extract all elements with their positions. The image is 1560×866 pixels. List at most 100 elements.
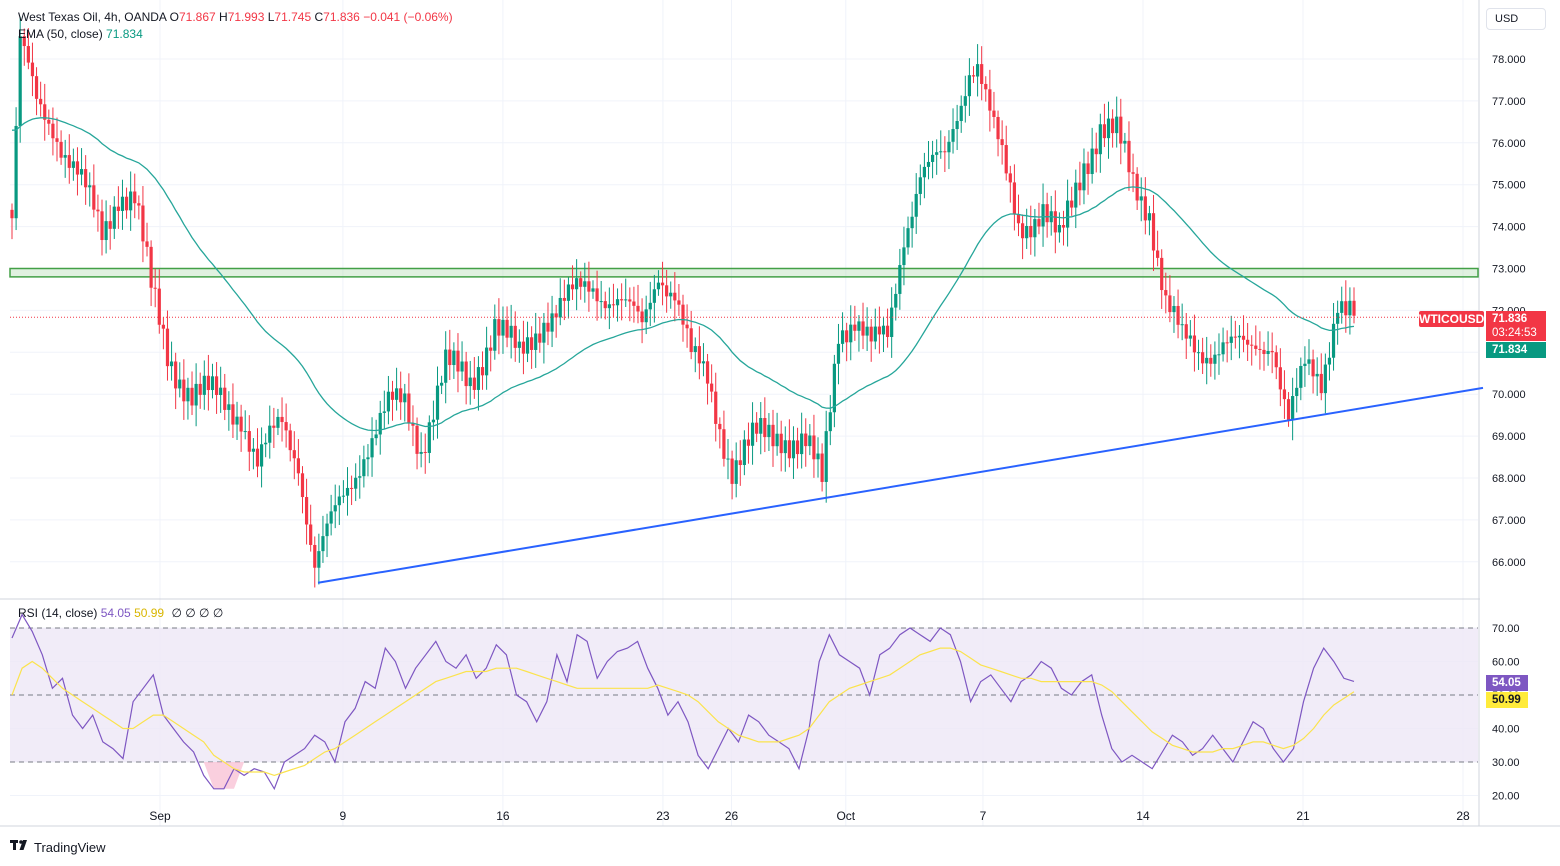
candle-body bbox=[1000, 139, 1004, 146]
candle-body bbox=[1319, 373, 1323, 394]
candle-body bbox=[1213, 354, 1217, 364]
candle-body bbox=[513, 325, 517, 348]
time-tick-label: 21 bbox=[1296, 809, 1310, 823]
candle-body bbox=[718, 423, 722, 430]
candle-body bbox=[795, 440, 800, 455]
candle-body bbox=[153, 287, 157, 289]
candle-body bbox=[1241, 335, 1246, 340]
candle-body bbox=[734, 460, 738, 484]
candle-body bbox=[333, 505, 337, 512]
candle-body bbox=[1070, 200, 1074, 208]
candle-body bbox=[738, 460, 742, 466]
change-value: −0.041 (−0.06%) bbox=[363, 10, 453, 24]
candle-body bbox=[1025, 225, 1029, 239]
candle-body bbox=[804, 433, 808, 447]
rsi-tick-label: 60.00 bbox=[1492, 657, 1520, 669]
candle-body bbox=[345, 487, 350, 496]
candle-body bbox=[468, 377, 472, 387]
price-tick-label: 69.000 bbox=[1492, 431, 1526, 443]
candle-body bbox=[448, 349, 452, 366]
candle-body bbox=[362, 459, 366, 477]
candle-body bbox=[705, 361, 710, 384]
candle-body bbox=[435, 385, 440, 420]
ema-value: 71.834 bbox=[106, 27, 143, 41]
candle-body bbox=[632, 301, 636, 306]
candle-body bbox=[472, 377, 476, 390]
open-value: 71.867 bbox=[178, 10, 216, 24]
candle-body bbox=[570, 284, 575, 290]
candle-body bbox=[898, 265, 902, 294]
candle-body bbox=[214, 376, 219, 395]
candle-body bbox=[137, 203, 141, 206]
candle-body bbox=[10, 209, 14, 219]
candle-body bbox=[223, 387, 227, 410]
candle-body bbox=[1074, 182, 1078, 208]
candle-body bbox=[1029, 225, 1033, 238]
candle-body bbox=[149, 246, 153, 288]
currency-button[interactable]: USD bbox=[1486, 8, 1546, 30]
candle-body bbox=[292, 450, 296, 459]
rsi-legend[interactable]: RSI (14, close) 54.05 50.99 ∅ ∅ ∅ ∅ bbox=[18, 606, 223, 620]
low-value: 71.745 bbox=[274, 10, 312, 24]
time-tick-label: 9 bbox=[340, 809, 347, 823]
candle-body bbox=[1217, 354, 1221, 356]
candle-body bbox=[1184, 324, 1188, 339]
candle-body bbox=[26, 46, 30, 63]
candle-body bbox=[415, 425, 419, 454]
candle-body bbox=[1102, 124, 1107, 139]
candle-body bbox=[1016, 214, 1021, 224]
candle-body bbox=[722, 429, 726, 459]
candle-body bbox=[1082, 163, 1086, 191]
candle-body bbox=[231, 404, 235, 425]
candle-body bbox=[423, 451, 427, 453]
candle-body bbox=[321, 536, 325, 552]
candle-body bbox=[525, 337, 530, 354]
candle-body bbox=[194, 383, 198, 406]
candle-body bbox=[1151, 213, 1156, 251]
candle-body bbox=[607, 304, 611, 309]
candle-body bbox=[88, 185, 92, 188]
candle-body bbox=[120, 196, 125, 211]
candle-body bbox=[975, 64, 980, 77]
candle-body bbox=[1303, 363, 1307, 366]
candle-body bbox=[534, 333, 538, 350]
candle-body bbox=[1061, 225, 1066, 228]
resistance-zone[interactable] bbox=[9, 267, 1479, 278]
candle-body bbox=[300, 473, 305, 498]
ema-label: EMA (50, close) bbox=[18, 27, 103, 41]
tradingview-brand[interactable]: TradingView bbox=[10, 840, 106, 855]
candle-body bbox=[1004, 145, 1008, 174]
rsi-label: RSI (14, close) bbox=[18, 606, 98, 620]
time-tick-label: Sep bbox=[149, 809, 171, 823]
last-price: 71.836 bbox=[1492, 313, 1528, 325]
candle-body bbox=[1323, 364, 1327, 394]
candle-body bbox=[1037, 219, 1041, 227]
candle-body bbox=[1331, 323, 1336, 358]
candle-body bbox=[1340, 301, 1344, 313]
candle-body bbox=[710, 383, 714, 392]
ema-50-line bbox=[11, 117, 1355, 432]
rsi-ma-value-tag: 50.99 bbox=[1486, 692, 1528, 708]
candle-body bbox=[464, 361, 468, 387]
candle-body bbox=[955, 121, 959, 130]
candle-body bbox=[374, 434, 378, 439]
candle-body bbox=[206, 375, 210, 391]
candle-body bbox=[39, 98, 43, 105]
candle-body bbox=[67, 155, 71, 168]
close-label: C bbox=[314, 10, 324, 24]
candle-body bbox=[1160, 257, 1164, 291]
candle-body bbox=[476, 367, 481, 390]
ema-legend[interactable]: EMA (50, close) 71.834 bbox=[18, 27, 143, 41]
candle-body bbox=[832, 363, 836, 413]
candle-body bbox=[771, 424, 775, 447]
candle-body bbox=[750, 422, 755, 446]
symbol-title[interactable]: West Texas Oil, 4h, OANDA bbox=[18, 10, 167, 24]
candle-body bbox=[1111, 118, 1115, 134]
candle-body bbox=[902, 247, 906, 266]
candle-body bbox=[100, 211, 104, 241]
candle-body bbox=[726, 458, 730, 460]
trendline[interactable] bbox=[317, 386, 1484, 584]
candle-body bbox=[1086, 163, 1090, 175]
candle-body bbox=[84, 169, 88, 188]
